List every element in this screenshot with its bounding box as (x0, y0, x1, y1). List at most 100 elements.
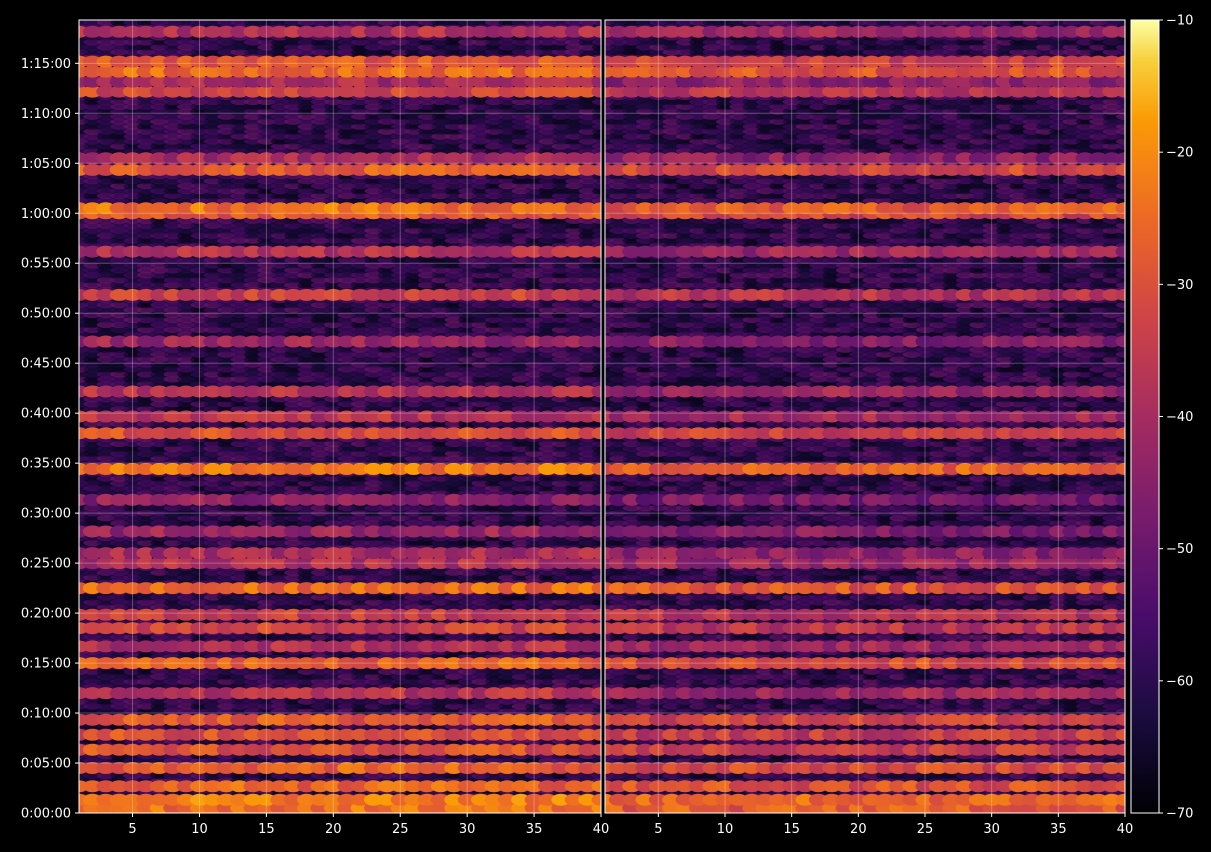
heatmap-cell (150, 678, 169, 685)
heatmap-cell (337, 678, 356, 685)
heatmap-cell (525, 668, 544, 675)
heatmap-cell (190, 708, 209, 715)
heatmap-cell (377, 673, 396, 680)
heatmap-cell (351, 698, 370, 705)
heatmap-cell (163, 772, 182, 779)
heatmap-cell (565, 668, 584, 675)
heatmap-cell (270, 604, 289, 611)
heatmap-cell (364, 678, 383, 685)
heatmap-cell (484, 772, 503, 779)
heatmap-cell (444, 757, 463, 765)
heatmap-cell (431, 673, 450, 680)
heatmap-cell (203, 772, 222, 779)
heatmap-cell (458, 633, 477, 641)
heatmap-cell (578, 757, 597, 765)
heatmap-cell (578, 698, 597, 705)
heatmap-cell (96, 772, 115, 779)
heatmap-cell (230, 708, 249, 715)
heatmap-cell (217, 678, 236, 685)
heatmap-cell (284, 604, 303, 611)
heatmap-cell (404, 708, 423, 715)
heatmap-cell (217, 668, 236, 675)
heatmap-cell (444, 678, 463, 685)
heatmap-cell (578, 668, 597, 675)
heatmap-cell (310, 633, 329, 641)
heatmap-cell (444, 668, 463, 675)
heatmap-cell (551, 673, 570, 680)
heatmap-cell (471, 604, 490, 611)
heatmap-cell (351, 633, 370, 641)
heatmap-cell (110, 673, 129, 680)
heatmap-cell (297, 604, 316, 611)
heatmap-cell (458, 698, 477, 705)
heatmap-cell (458, 703, 477, 710)
heatmap-cell (163, 633, 182, 641)
heatmap-cell (110, 633, 129, 641)
heatmap-cell (96, 757, 115, 765)
heatmap-cell (498, 673, 517, 680)
heatmap-cell (270, 678, 289, 685)
heatmap-cell (83, 698, 102, 705)
heatmap-cell (578, 673, 597, 680)
heatmap-cell (337, 757, 356, 765)
heatmap-cell (177, 698, 196, 705)
heatmap-cell (404, 633, 423, 641)
heatmap-cell (244, 633, 262, 641)
heatmap-cell (177, 678, 196, 685)
heatmap-cell (458, 708, 477, 715)
heatmap-cell (257, 708, 276, 715)
heatmap-cell (377, 708, 396, 715)
heatmap-cell (230, 757, 249, 765)
heatmap-cell (592, 703, 601, 710)
heatmap-cell (96, 673, 115, 680)
heatmap-cell (284, 772, 303, 779)
heatmap-cell (551, 757, 570, 765)
heatmap-cell (418, 633, 436, 641)
heatmap-cell (136, 678, 155, 685)
heatmap-cell (110, 772, 129, 779)
heatmap-cell (351, 708, 370, 715)
heatmap-cell (297, 678, 316, 685)
heatmap-cell (163, 698, 182, 705)
heatmap-cell (163, 678, 182, 685)
heatmap-cell (217, 757, 236, 765)
heatmap-cell (578, 703, 597, 710)
heatmap-cell (123, 703, 142, 710)
heatmap-cell (565, 633, 584, 641)
heatmap-cell (150, 698, 169, 705)
heatmap-cell (244, 678, 262, 685)
heatmap-cell (163, 668, 182, 675)
heatmap-cell (297, 703, 316, 710)
heatmap-cell (270, 703, 289, 710)
heatmap-cell (404, 703, 423, 710)
heatmap-cell (498, 757, 517, 765)
heatmap-cell (150, 708, 169, 715)
heatmap-cell (431, 757, 450, 765)
heatmap-cell (163, 604, 182, 611)
heatmap-cell (310, 698, 329, 705)
heatmap-cell (377, 703, 396, 710)
heatmap-cell (511, 678, 530, 685)
heatmap-cell (551, 633, 570, 641)
heatmap-cell (498, 678, 517, 685)
heatmap-cell (484, 757, 503, 765)
heatmap-cell (230, 678, 249, 685)
heatmap-cell (230, 698, 249, 705)
heatmap-cell (96, 703, 115, 710)
heatmap-cell (498, 698, 517, 705)
heatmap-cell (418, 757, 436, 765)
heatmap-cell (377, 757, 396, 765)
heatmap-cell (230, 703, 249, 710)
heatmap-cell (83, 633, 102, 641)
heatmap-cell (110, 604, 129, 611)
heatmap-cell (351, 673, 370, 680)
heatmap-cell (110, 698, 129, 705)
heatmap-cell (150, 772, 169, 779)
heatmap-cell (96, 708, 115, 715)
heatmap-cell (404, 673, 423, 680)
heatmap-cell (551, 668, 570, 675)
heatmap-cell (190, 698, 209, 705)
heatmap-cell (538, 703, 557, 710)
heatmap-cell (203, 703, 222, 710)
heatmap-cell (324, 668, 343, 675)
